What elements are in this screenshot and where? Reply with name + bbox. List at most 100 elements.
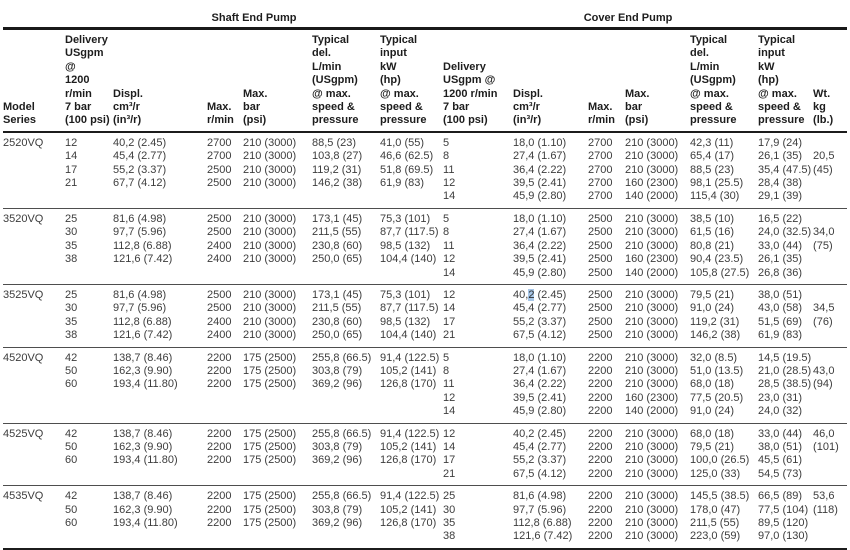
value-cell: 173,1 (45) (312, 288, 363, 301)
value-cell: 67,7 (4.12) (113, 177, 167, 190)
table-row: 4520VQ 42 138,7 (8.46) 2200 175 (2500) 255,8 … (3, 347, 847, 365)
value-cell: 2500 (588, 253, 613, 266)
weight-cell (813, 347, 847, 365)
table-row: 14 45,4 (2.77) 2700 210 (3000) 103,8 (27) 46,… (3, 150, 847, 163)
table-row: 60 193,4 (11.80) 2200 175 (2500) 369,2 (96) 1… (3, 454, 847, 467)
value-cell: 75,3 (101) (380, 212, 431, 225)
table-row: 38 121,6 (7.42) 2400 210 (3000) 250,0 (65) 10… (3, 329, 847, 347)
model-series-cell: 3520VQ (3, 212, 44, 225)
value-cell: 21 (443, 467, 456, 480)
value-cell: 2200 (588, 454, 613, 467)
table-row: 14 45,9 (2.80) 2700 140 (2000) 115,4 (30) 29,… (3, 190, 847, 208)
table-row: 60 193,4 (11.80) 2200 175 (2500) 369,2 (96) 1… (3, 378, 847, 391)
value-cell (380, 530, 443, 548)
value-cell: 2700 (588, 163, 613, 176)
value-cell: 210 (3000) (243, 253, 297, 266)
value-cell (207, 190, 243, 208)
value-cell: 105,8 (27.5) (690, 266, 750, 279)
col-header-shaft-max-rpm: Max. r/min (207, 28, 243, 133)
value-cell: 146,2 (38) (690, 329, 741, 342)
value-cell: 119,2 (31) (312, 163, 362, 176)
value-cell: 210 (3000) (243, 150, 297, 163)
value-cell: 36,4 (2.22) (513, 239, 567, 252)
value-cell: 28,4 (38) (758, 177, 803, 190)
value-cell: 2200 (588, 351, 613, 364)
value-cell: 125,0 (33) (690, 467, 741, 480)
value-cell: 17 (443, 315, 456, 328)
value-cell: 38 (65, 253, 78, 266)
value-cell (113, 468, 207, 486)
value-cell: 81,6 (4.98) (113, 212, 167, 225)
value-cell: 210 (3000) (625, 427, 679, 440)
value-cell: 2500 (207, 163, 232, 176)
value-cell: 21 (65, 177, 78, 190)
value-cell: 210 (3000) (243, 177, 297, 190)
table-row: 14 45,9 (2.80) 2500 140 (2000) 105,8 (27.5) 2… (3, 267, 847, 285)
value-cell: 35 (443, 517, 456, 529)
value-cell: 40,2 (2.45) (513, 427, 567, 440)
value-cell: 210 (3000) (625, 490, 679, 503)
table-row: 4525VQ 42 138,7 (8.46) 2200 175 (2500) 255,8 … (3, 423, 847, 441)
value-cell: 255,8 (66.5) (312, 490, 372, 503)
model-block-4520VQ: 4520VQ 42 138,7 (8.46) 2200 175 (2500) 255,8 … (3, 347, 848, 423)
model-series-cell (3, 253, 65, 266)
value-cell: 2200 (588, 503, 613, 516)
value-cell: 126,8 (170) (380, 517, 437, 529)
value-cell: 65,4 (17) (690, 150, 735, 163)
value-cell: 126,8 (170) (380, 454, 437, 467)
value-cell: 210 (3000) (243, 212, 297, 225)
section-spacer (813, 6, 848, 30)
weight-cell (813, 530, 847, 548)
value-cell: 250,0 (65) (312, 253, 363, 266)
value-cell: 115,4 (30) (690, 190, 740, 203)
value-cell: 2500 (207, 288, 232, 301)
weight-cell (813, 177, 847, 190)
value-cell: 80,8 (21) (690, 239, 735, 252)
value-cell: 160 (2300) (625, 253, 679, 266)
value-cell: 25 (65, 212, 78, 225)
value-cell: 66,5 (89) (758, 490, 803, 503)
value-cell (65, 468, 113, 486)
value-cell (65, 405, 113, 423)
value-cell: 14 (443, 405, 456, 418)
table-row: 21 67,5 (4.12) 2200 210 (3000) 125,0 (33) 54,… (3, 468, 847, 486)
value-cell: 14 (443, 440, 456, 453)
value-cell: 210 (3000) (243, 288, 297, 301)
value-cell: 175 (2500) (243, 517, 297, 529)
value-cell: 211,5 (55) (690, 517, 740, 529)
value-cell (65, 392, 113, 405)
weight-cell: 34,0 (813, 226, 835, 239)
model-series-cell (3, 164, 65, 177)
value-cell: 162,3 (9.90) (113, 503, 173, 516)
value-cell: 138,7 (8.46) (113, 490, 173, 503)
value-cell: 250,0 (65) (312, 329, 363, 342)
weight-cell: 46,0 (813, 427, 835, 440)
value-cell: 38,0 (51) (758, 440, 803, 453)
value-cell: 210 (3000) (625, 503, 679, 516)
value-cell: 112,8 (6.88) (113, 239, 172, 252)
value-cell: 97,7 (5.96) (113, 302, 167, 315)
value-cell: 51,0 (13.5) (690, 364, 744, 377)
cover-end-pump-section-title: Cover End Pump (443, 6, 814, 30)
value-cell (312, 468, 380, 486)
value-cell: 2200 (207, 351, 232, 364)
value-cell: 121,6 (7.42) (113, 329, 173, 342)
value-cell: 77,5 (20.5) (690, 391, 744, 404)
weight-cell (813, 468, 847, 486)
value-cell: 2400 (207, 239, 232, 252)
table-row: 12 39,5 (2.41) 2200 160 (2300) 77,5 (20.5) 23… (3, 392, 847, 405)
value-cell: 2200 (207, 440, 232, 453)
value-cell (312, 405, 380, 423)
value-cell: 193,4 (11.80) (113, 378, 178, 391)
weight-cell (813, 284, 847, 302)
value-cell: 210 (3000) (625, 378, 679, 391)
value-cell: 2400 (207, 329, 232, 342)
value-cell: 2400 (207, 253, 232, 266)
table-row: 3520VQ 25 81,6 (4.98) 2500 210 (3000) 173,1 (… (3, 208, 847, 226)
weight-cell: (118) (813, 503, 838, 516)
value-cell: 2500 (588, 315, 613, 328)
value-cell: 210 (3000) (625, 517, 679, 529)
value-cell: 162,3 (9.90) (113, 440, 173, 453)
value-cell: 42 (65, 351, 78, 364)
value-cell: 210 (3000) (625, 530, 679, 543)
